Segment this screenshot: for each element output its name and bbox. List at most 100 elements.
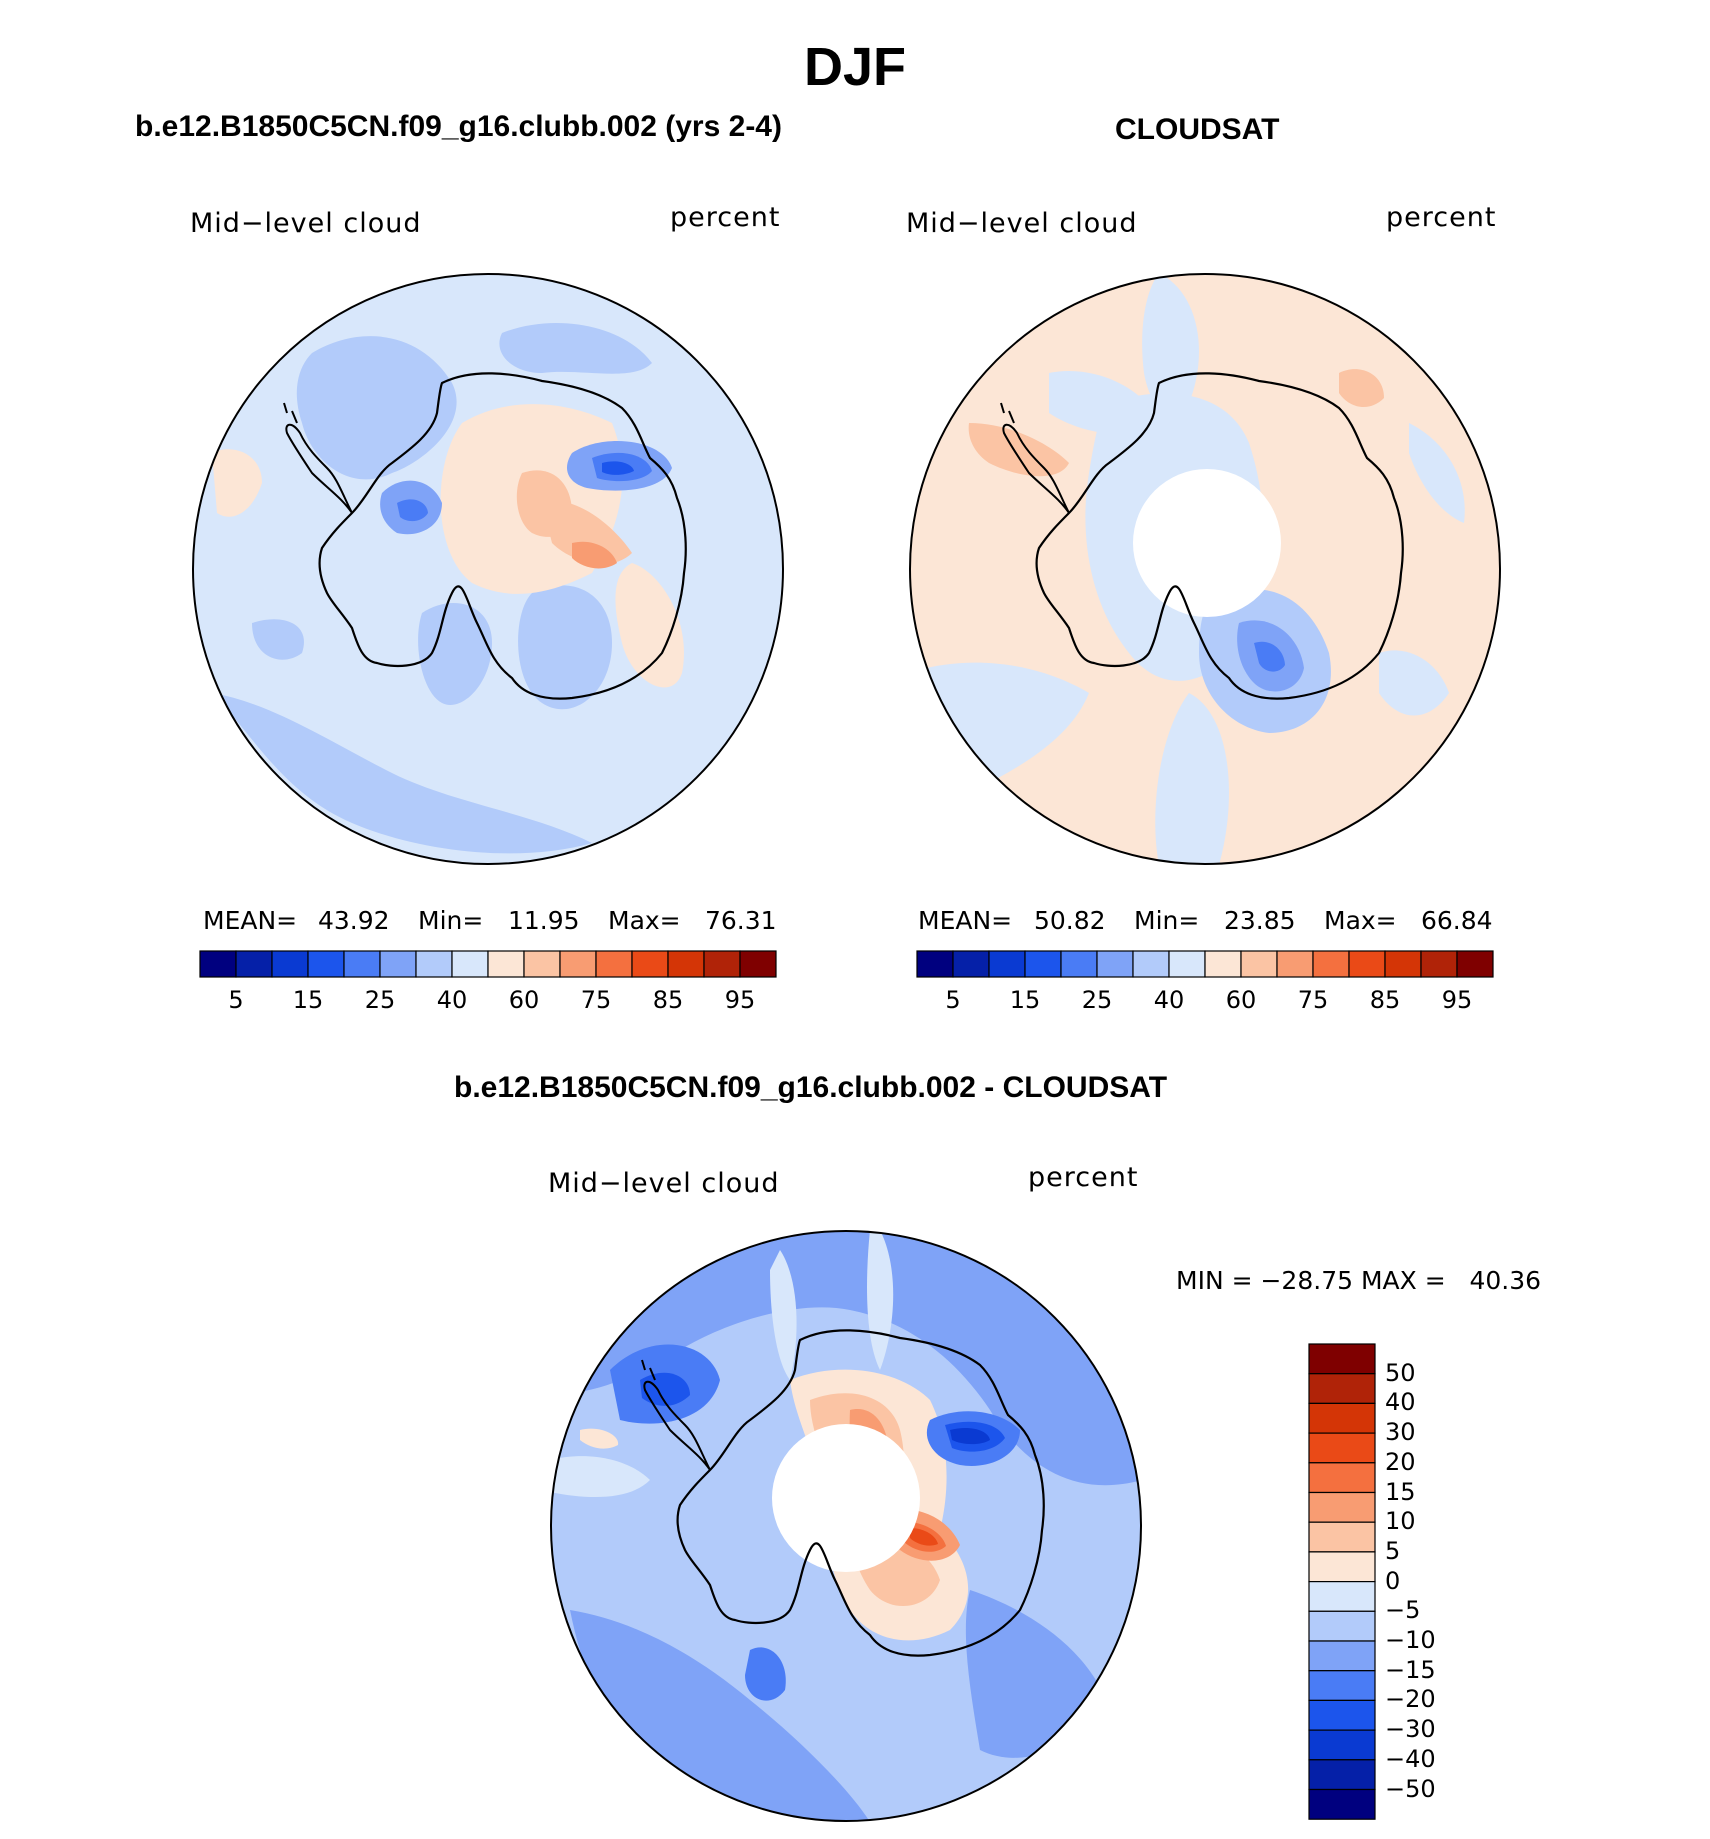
diff-colorbar-tick-label: −20 — [1385, 1685, 1436, 1714]
model-colorbar-box — [595, 950, 633, 978]
model-colorbar-tick-label: 15 — [292, 986, 324, 1014]
obs-colorbar-box — [1168, 950, 1206, 978]
diff-colorbar-tick-label: 50 — [1385, 1358, 1416, 1387]
model-colorbar-tick-label: 25 — [364, 986, 396, 1014]
diff-field-region — [551, 1456, 650, 1497]
obs-missing-polar-cap — [1133, 469, 1281, 617]
model-mean-value: 43.92 — [318, 906, 390, 935]
obs-colorbar-box — [1420, 950, 1458, 978]
model-max-label: Max= — [608, 906, 681, 935]
model-colorbar-box — [523, 950, 561, 978]
diff-colorbar-box — [1308, 1699, 1376, 1731]
diff-colorbar — [1308, 1343, 1376, 1820]
obs-field-region — [1409, 423, 1465, 523]
model-colorbar-box — [307, 950, 345, 978]
diff-peninsula-coastline — [641, 1359, 711, 1471]
obs-colorbar-box — [916, 950, 954, 978]
model-colorbar-tick-label: 40 — [436, 986, 468, 1014]
obs-field-region — [1254, 641, 1285, 672]
diff-colorbar-box — [1308, 1521, 1376, 1553]
diff-colorbar-tick-label: −10 — [1385, 1626, 1436, 1654]
diff-minmax: MIN = −28.75 MAX = 40.36 — [1176, 1266, 1542, 1295]
obs-field-region — [1142, 274, 1199, 416]
model-colorbar-box — [379, 950, 417, 978]
diff-colorbar-box — [1308, 1551, 1376, 1583]
obs-colorbar — [916, 950, 1494, 978]
obs-min-value: 23.85 — [1224, 906, 1296, 935]
model-colorbar-box — [415, 950, 453, 978]
diff-polar-map — [550, 1230, 1142, 1822]
diff-field-region — [910, 1528, 938, 1546]
model-field-region — [542, 501, 632, 564]
obs-colorbar-box — [1204, 950, 1242, 978]
diff-colorbar-tick-label: 5 — [1385, 1536, 1401, 1565]
obs-colorbar-tick-label: 95 — [1441, 986, 1473, 1014]
model-field-region — [397, 499, 428, 522]
model-colorbar-tick-label: 95 — [724, 986, 756, 1014]
obs-peninsula-coastline — [1000, 402, 1070, 514]
diff-colorbar-box — [1308, 1373, 1376, 1405]
diff-field-region — [640, 1372, 690, 1406]
model-field-region — [212, 449, 262, 517]
obs-field-region — [1339, 369, 1384, 408]
model-colorbar-box — [235, 950, 273, 978]
model-colorbar-box — [559, 950, 597, 978]
model-field-region — [418, 603, 492, 705]
obs-colorbar-box — [1456, 950, 1494, 978]
model-max-value: 76.31 — [705, 906, 777, 935]
diff-colorbar-box — [1308, 1462, 1376, 1494]
model-field-region — [602, 461, 634, 475]
model-field-region — [518, 585, 612, 710]
model-map-boundary — [192, 273, 784, 865]
model-field-region — [499, 323, 652, 374]
obs-max-value: 66.84 — [1421, 906, 1493, 935]
obs-max-label: Max= — [1324, 906, 1397, 935]
obs-colorbar-tick-label: 40 — [1153, 986, 1185, 1014]
model-coastline — [318, 372, 687, 700]
diff-colorbar-box — [1308, 1759, 1376, 1791]
obs-field-region — [968, 423, 1069, 477]
diff-missing-polar-cap — [772, 1424, 920, 1572]
figure-title: DJF — [803, 37, 906, 97]
obs-min-label: Min= — [1134, 906, 1200, 935]
model-mean-label: MEAN= — [203, 906, 298, 935]
obs-field-region — [1379, 650, 1449, 716]
model-colorbar-tick-label: 75 — [580, 986, 612, 1014]
model-colorbar-tick-label: 60 — [508, 986, 540, 1014]
obs-colorbar-tick-label: 15 — [1009, 986, 1041, 1014]
obs-map-boundary — [909, 273, 1501, 865]
model-colorbar-box — [199, 950, 237, 978]
diff-variable-label: Mid−level cloud — [548, 1168, 780, 1199]
model-colorbar-box — [343, 950, 381, 978]
diff-colorbar-tick-label: 30 — [1385, 1418, 1416, 1447]
obs-units-label: percent — [1386, 202, 1497, 233]
obs-colorbar-box — [1024, 950, 1062, 978]
diff-colorbar-tick-label: −30 — [1385, 1715, 1436, 1744]
diff-colorbar-box — [1308, 1432, 1376, 1464]
diff-map-boundary — [550, 1230, 1142, 1822]
diff-colorbar-tick-label: −50 — [1385, 1774, 1436, 1803]
diff-colorbar-tick-label: −5 — [1385, 1596, 1421, 1625]
model-colorbar-tick-label: 85 — [652, 986, 684, 1014]
diff-colorbar-tick-label: 10 — [1385, 1507, 1416, 1536]
diff-colorbar-box — [1308, 1581, 1376, 1612]
obs-colorbar-box — [1132, 950, 1170, 978]
model-panel-title: b.e12.B1850C5CN.f09_g16.clubb.002 (yrs 2… — [135, 110, 782, 143]
diff-field-region — [580, 1428, 619, 1449]
model-min-label: Min= — [418, 906, 484, 935]
diff-colorbar-tick-label: −15 — [1385, 1655, 1436, 1684]
diff-colorbar-box — [1308, 1491, 1376, 1523]
diff-panel-title: b.e12.B1850C5CN.f09_g16.clubb.002 - CLOU… — [454, 1071, 1168, 1104]
diff-colorbar-tick-label: 15 — [1385, 1477, 1416, 1506]
model-units-label: percent — [670, 202, 781, 233]
obs-colorbar-box — [988, 950, 1026, 978]
obs-field-region — [1155, 693, 1229, 864]
diff-field-region — [745, 1647, 786, 1701]
obs-colorbar-tick-label: 60 — [1225, 986, 1257, 1014]
obs-colorbar-tick-label: 25 — [1081, 986, 1113, 1014]
model-peninsula-coastline — [283, 402, 353, 514]
obs-colorbar-tick-label: 75 — [1297, 986, 1329, 1014]
obs-panel-title: CLOUDSAT — [1115, 113, 1280, 146]
diff-coastline — [676, 1329, 1045, 1657]
model-colorbar-box — [271, 950, 309, 978]
